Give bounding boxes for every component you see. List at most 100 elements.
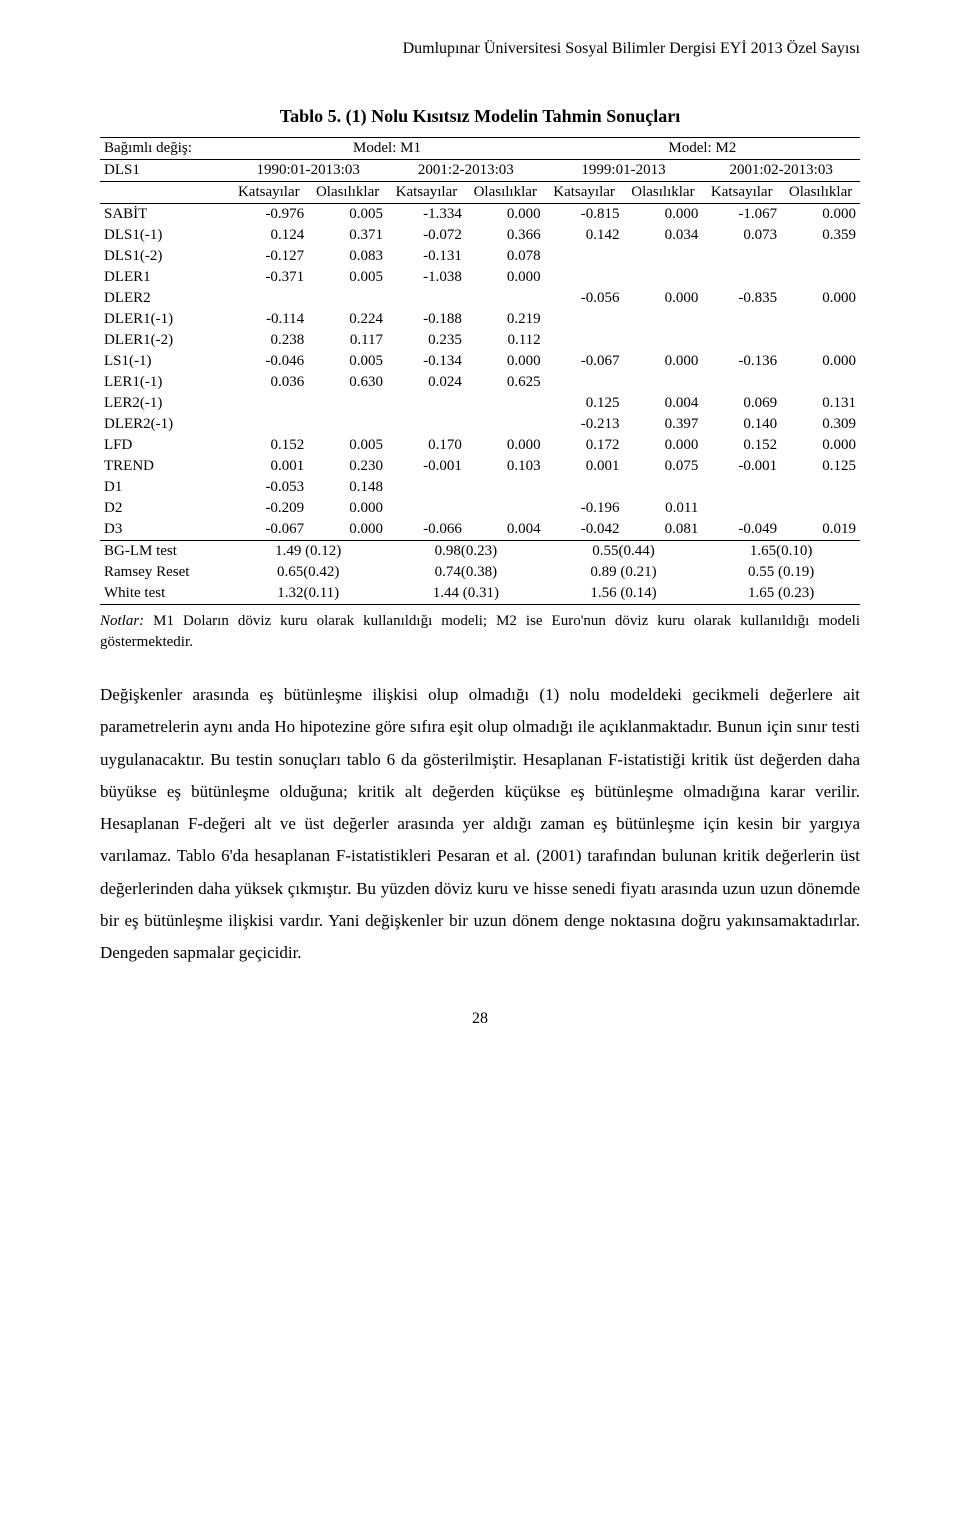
cell <box>545 246 624 267</box>
table-row: DLER1(-1) -0.114 0.224 -0.188 0.219 <box>100 309 860 330</box>
cell <box>702 477 781 498</box>
cell: 0.142 <box>545 225 624 246</box>
results-table: Bağımlı değiş: Model: M1 Model: M2 DLS1 … <box>100 137 860 605</box>
cell: -0.072 <box>387 225 466 246</box>
cell <box>466 288 545 309</box>
table-row: DLS1(-2) -0.127 0.083 -0.131 0.078 <box>100 246 860 267</box>
row-label: DLER1 <box>100 267 229 288</box>
period-4: 2001:02-2013:03 <box>702 160 860 182</box>
cell <box>624 309 703 330</box>
cell: -1.067 <box>702 204 781 226</box>
cell: 0.005 <box>308 435 387 456</box>
cell <box>308 288 387 309</box>
cell: 0.103 <box>466 456 545 477</box>
row-label: BG-LM test <box>100 541 229 563</box>
cell: 0.004 <box>624 393 703 414</box>
cell <box>624 246 703 267</box>
cell <box>702 372 781 393</box>
cell: 0.625 <box>466 372 545 393</box>
table-row: DLER2(-1) -0.213 0.397 0.140 0.309 <box>100 414 860 435</box>
cell: -0.114 <box>229 309 308 330</box>
period-1: 1990:01-2013:03 <box>229 160 387 182</box>
row-label: LER1(-1) <box>100 372 229 393</box>
cell <box>229 288 308 309</box>
cell <box>624 267 703 288</box>
cell <box>781 246 860 267</box>
cell <box>229 414 308 435</box>
row-label: LS1(-1) <box>100 351 229 372</box>
cell: 0.000 <box>466 351 545 372</box>
table-row: D2 -0.209 0.000 -0.196 0.011 <box>100 498 860 519</box>
coef-head: Katsayılar <box>702 182 781 204</box>
cell: 0.000 <box>308 519 387 541</box>
prob-head: Olasılıklar <box>781 182 860 204</box>
cell <box>624 372 703 393</box>
cell: 0.001 <box>545 456 624 477</box>
cell <box>545 309 624 330</box>
diag-row: White test 1.32(0.11) 1.44 (0.31) 1.56 (… <box>100 583 860 605</box>
cell: -0.001 <box>387 456 466 477</box>
cell: 0.000 <box>624 288 703 309</box>
cell: 0.024 <box>387 372 466 393</box>
cell: -0.127 <box>229 246 308 267</box>
cell: -0.835 <box>702 288 781 309</box>
cell: 0.069 <box>702 393 781 414</box>
row-label: SABİT <box>100 204 229 226</box>
cell: 0.65(0.42) <box>229 562 387 583</box>
cell: 0.124 <box>229 225 308 246</box>
cell: -0.056 <box>545 288 624 309</box>
blank-cell <box>100 182 229 204</box>
cell <box>781 372 860 393</box>
cell: -1.038 <box>387 267 466 288</box>
page: Dumlupınar Üniversitesi Sosyal Bilimler … <box>0 0 960 1088</box>
table-row: LER1(-1) 0.036 0.630 0.024 0.625 <box>100 372 860 393</box>
row-label: LFD <box>100 435 229 456</box>
cell: 0.55(0.44) <box>545 541 703 563</box>
row-label: Ramsey Reset <box>100 562 229 583</box>
header-row-models: Bağımlı değiş: Model: M1 Model: M2 <box>100 138 860 160</box>
cell <box>466 414 545 435</box>
cell: 0.98(0.23) <box>387 541 545 563</box>
cell: 0.000 <box>308 498 387 519</box>
cell <box>781 498 860 519</box>
table-row: D3 -0.067 0.000 -0.066 0.004 -0.042 0.08… <box>100 519 860 541</box>
cell: 0.397 <box>624 414 703 435</box>
cell: 0.309 <box>781 414 860 435</box>
cell <box>308 414 387 435</box>
cell <box>624 330 703 351</box>
cell: 0.112 <box>466 330 545 351</box>
cell <box>545 330 624 351</box>
cell <box>702 246 781 267</box>
coef-head: Katsayılar <box>387 182 466 204</box>
cell <box>702 498 781 519</box>
cell: 0.131 <box>781 393 860 414</box>
cell <box>229 393 308 414</box>
coef-head: Katsayılar <box>545 182 624 204</box>
cell: -0.196 <box>545 498 624 519</box>
table-row: SABİT -0.976 0.005 -1.334 0.000 -0.815 0… <box>100 204 860 226</box>
table-row: DLER1(-2) 0.238 0.117 0.235 0.112 <box>100 330 860 351</box>
cell <box>781 309 860 330</box>
row-label: D3 <box>100 519 229 541</box>
cell: 1.44 (0.31) <box>387 583 545 605</box>
cell: -0.134 <box>387 351 466 372</box>
dls1-label: DLS1 <box>100 160 229 182</box>
cell: 0.366 <box>466 225 545 246</box>
header-row-coef-prob: Katsayılar Olasılıklar Katsayılar Olasıl… <box>100 182 860 204</box>
cell: 0.073 <box>702 225 781 246</box>
cell: -0.136 <box>702 351 781 372</box>
cell: 0.148 <box>308 477 387 498</box>
row-label: DLER1(-1) <box>100 309 229 330</box>
row-label: TREND <box>100 456 229 477</box>
cell: 0.000 <box>781 435 860 456</box>
cell <box>387 414 466 435</box>
diag-row: BG-LM test 1.49 (0.12) 0.98(0.23) 0.55(0… <box>100 541 860 563</box>
cell: -0.213 <box>545 414 624 435</box>
prob-head: Olasılıklar <box>624 182 703 204</box>
journal-header: Dumlupınar Üniversitesi Sosyal Bilimler … <box>100 40 860 58</box>
cell: -1.334 <box>387 204 466 226</box>
cell: 0.152 <box>229 435 308 456</box>
cell <box>702 309 781 330</box>
cell: 0.000 <box>624 204 703 226</box>
cell <box>466 393 545 414</box>
